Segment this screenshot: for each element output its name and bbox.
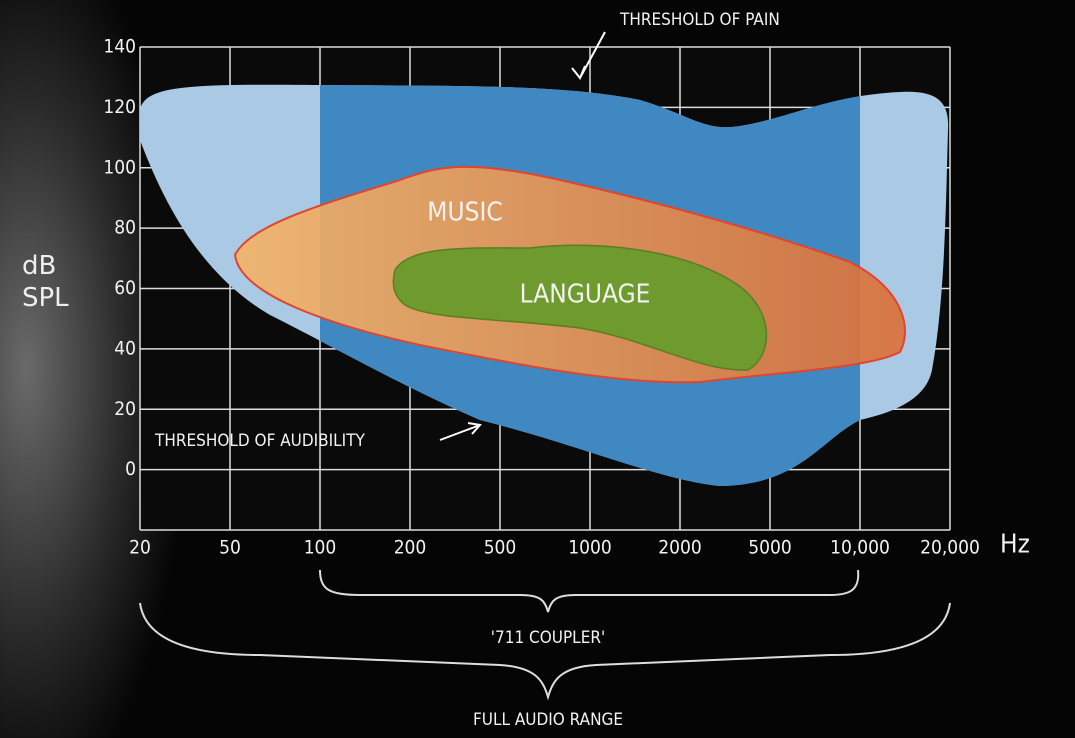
- audibility-label: THRESHOLD OF AUDIBILITY: [154, 431, 366, 451]
- full-range-brace: [139, 602, 951, 701]
- audibility-arrow: [439, 422, 482, 441]
- x-axis-label: Hz: [1000, 530, 1030, 560]
- x-tick-label: 50: [219, 537, 241, 559]
- y-tick-label: 40: [114, 337, 136, 359]
- x-tick-label: 20: [129, 537, 151, 559]
- full-range-label: FULL AUDIO RANGE: [473, 710, 623, 730]
- language-area: [392, 244, 768, 371]
- x-tick-label: 100: [304, 537, 337, 559]
- coupler-label: '711 COUPLER': [491, 628, 605, 648]
- y-tick-label: 0: [125, 458, 136, 480]
- coupler-brace: [319, 569, 860, 613]
- decor: [0, 0, 270, 738]
- y-tick-label: 20: [114, 398, 136, 420]
- music-label: MUSIC: [427, 198, 502, 228]
- y-tick-label: 80: [114, 217, 136, 239]
- y-axis-label: dB SPL: [22, 251, 69, 313]
- x-tick-label: 5000: [748, 537, 792, 559]
- y-tick-label: 60: [114, 277, 136, 299]
- y-tick-label: 140: [103, 36, 136, 58]
- pain-arrow: [571, 31, 606, 80]
- x-tick-label: 20,000: [920, 537, 980, 559]
- x-tick-label: 1000: [568, 537, 612, 559]
- pain-label: THRESHOLD OF PAIN: [619, 10, 780, 30]
- language-label: LANGUAGE: [520, 280, 651, 310]
- x-tick-label: 500: [484, 537, 517, 559]
- x-tick-label: 200: [394, 537, 427, 559]
- y-tick-label: 100: [103, 156, 136, 178]
- y-tick-label: 120: [103, 96, 136, 118]
- x-tick-label: 10,000: [830, 537, 890, 559]
- x-tick-label: 2000: [658, 537, 702, 559]
